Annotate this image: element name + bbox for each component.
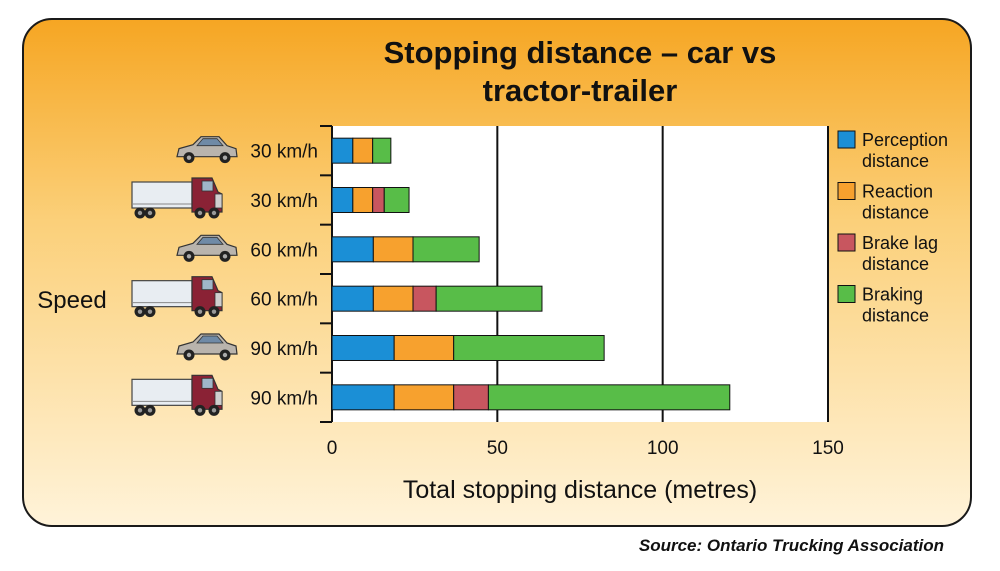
truck-grille <box>214 292 223 308</box>
truck-window <box>201 180 214 192</box>
x-tick-label: 150 <box>812 438 844 459</box>
truck-cab <box>191 374 223 410</box>
truck-hub <box>211 210 217 216</box>
category-label: 60 km/h <box>250 240 318 261</box>
bar-segment <box>487 384 731 411</box>
legend-swatch <box>837 182 856 200</box>
truck-hub <box>147 309 153 314</box>
truck-hub <box>137 309 143 314</box>
bar-segment <box>383 187 410 213</box>
bar-segment <box>453 384 489 411</box>
bar-segment <box>331 236 374 263</box>
truck-hub <box>137 210 143 216</box>
x-axis-label: Total stopping distance (metres) <box>403 476 757 504</box>
bar-segment <box>393 384 455 411</box>
truck-icon <box>131 374 223 416</box>
bar-segment <box>372 236 414 263</box>
bar-segment <box>372 187 385 213</box>
bar-segment <box>393 335 455 361</box>
bar-segment <box>412 236 480 263</box>
category-label: 30 km/h <box>250 191 318 212</box>
car-hub <box>186 352 192 358</box>
x-tick-label: 100 <box>647 438 679 459</box>
truck-hub <box>147 210 153 216</box>
y-axis-label: Speed <box>37 287 106 314</box>
car-icon <box>176 136 238 164</box>
truck-hub <box>137 408 143 413</box>
bar-segment <box>372 137 392 164</box>
car-hub <box>222 155 228 160</box>
truck-cab <box>191 276 223 312</box>
truck-icon <box>131 177 223 219</box>
plot-area <box>332 126 828 422</box>
legend-label: Braking distance <box>862 285 929 326</box>
truck-icon <box>131 276 223 318</box>
category-label: 30 km/h <box>250 142 318 163</box>
bar-segment <box>331 335 395 361</box>
truck-hub <box>197 309 203 314</box>
car-hub <box>186 155 192 160</box>
legend-swatch <box>837 285 856 303</box>
truck-hub <box>211 309 217 314</box>
truck-window <box>201 279 214 291</box>
category-label: 90 km/h <box>250 339 318 360</box>
car-icon <box>176 234 238 262</box>
bar-segment <box>352 187 374 213</box>
category-label: 60 km/h <box>250 290 318 311</box>
car-body <box>176 333 238 355</box>
bar-segment <box>331 285 374 312</box>
source-note: Source: Ontario Trucking Association <box>638 536 944 555</box>
legend-label: Reaction distance <box>862 182 933 223</box>
bar-segment <box>331 384 395 411</box>
bar-segment <box>331 187 354 213</box>
bar-segment <box>453 335 605 361</box>
x-tick-label: 0 <box>327 438 338 459</box>
truck-hub <box>197 210 203 216</box>
truck-grille <box>214 390 223 406</box>
car-window <box>196 138 224 147</box>
chart-title: Stopping distance – car vs tractor-trail… <box>383 35 777 108</box>
bar-segment <box>412 285 437 312</box>
truck-grille <box>214 193 223 209</box>
bar-segment <box>435 285 543 312</box>
truck-hub <box>211 408 217 413</box>
truck-hub <box>147 408 153 413</box>
car-hub <box>222 254 228 259</box>
truck-hub <box>197 408 203 413</box>
x-tick-label: 50 <box>487 438 508 459</box>
bar-segment <box>331 137 354 164</box>
truck-window <box>201 377 214 389</box>
legend-label: Brake lag distance <box>862 233 938 274</box>
car-window <box>196 335 224 344</box>
legend-label: Perception distance <box>862 130 948 171</box>
car-icon <box>176 333 238 361</box>
legend-swatch <box>837 233 856 252</box>
car-body <box>176 136 238 158</box>
car-hub <box>222 352 228 358</box>
truck-cab <box>191 177 223 213</box>
category-label: 90 km/h <box>250 388 318 409</box>
car-hub <box>186 254 192 259</box>
bar-segment <box>352 137 374 164</box>
bar-segment <box>372 285 414 312</box>
car-body <box>176 234 238 256</box>
legend-swatch <box>837 130 856 149</box>
car-window <box>196 236 224 245</box>
